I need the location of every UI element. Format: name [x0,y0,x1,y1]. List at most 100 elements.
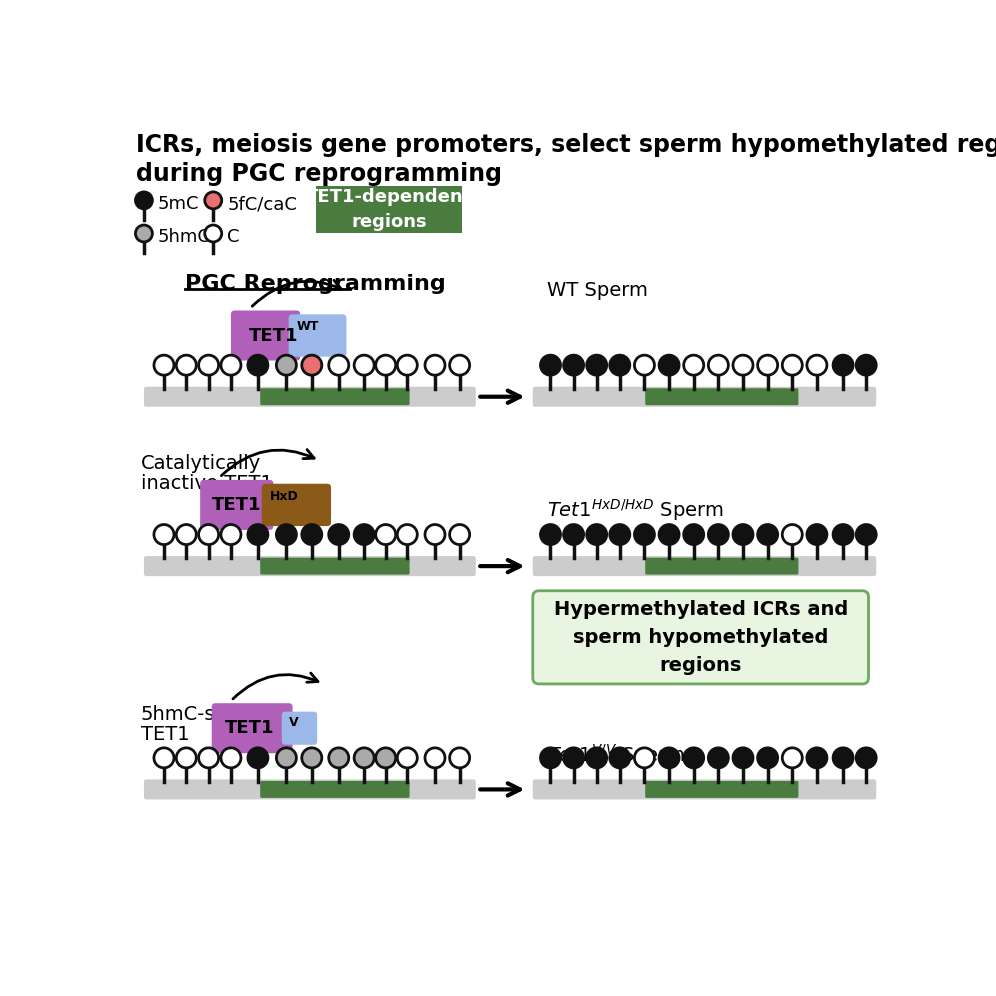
Text: V: V [289,716,299,729]
Circle shape [857,525,876,545]
Circle shape [659,748,679,768]
FancyBboxPatch shape [645,388,799,405]
Circle shape [176,356,196,375]
Text: TET1: TET1 [225,719,274,737]
Text: TET1-dependent
regions: TET1-dependent regions [306,188,472,231]
Circle shape [276,525,297,545]
Circle shape [248,525,268,545]
Circle shape [276,748,297,768]
FancyBboxPatch shape [144,556,476,576]
Circle shape [708,525,728,545]
Circle shape [634,748,654,768]
Circle shape [733,748,753,768]
Text: during PGC reprogramming: during PGC reprogramming [136,162,502,186]
Circle shape [205,192,222,209]
Circle shape [198,356,218,375]
Circle shape [782,356,803,375]
Circle shape [610,356,629,375]
Circle shape [564,525,584,545]
Circle shape [198,748,218,768]
FancyBboxPatch shape [282,712,317,745]
Circle shape [587,748,607,768]
Circle shape [659,356,679,375]
Text: $\it{Tet1}^{HxD/HxD}$ Sperm: $\it{Tet1}^{HxD/HxD}$ Sperm [547,497,724,523]
FancyBboxPatch shape [533,386,876,406]
Text: WT Sperm: WT Sperm [547,281,647,300]
Circle shape [564,356,584,375]
Circle shape [857,748,876,768]
Circle shape [833,748,854,768]
Circle shape [449,748,470,768]
Circle shape [221,525,241,545]
Circle shape [587,356,607,375]
Circle shape [564,748,584,768]
FancyBboxPatch shape [260,781,409,798]
FancyBboxPatch shape [231,311,300,361]
Circle shape [782,748,803,768]
Circle shape [782,525,803,545]
Circle shape [449,525,470,545]
Circle shape [302,748,322,768]
Circle shape [541,748,561,768]
Circle shape [375,748,395,768]
Circle shape [758,748,778,768]
Circle shape [248,748,268,768]
Circle shape [683,525,704,545]
FancyBboxPatch shape [200,480,273,530]
Circle shape [397,748,417,768]
Circle shape [634,525,654,545]
FancyBboxPatch shape [212,703,293,753]
Circle shape [276,356,297,375]
Circle shape [355,748,374,768]
Circle shape [833,356,854,375]
Circle shape [397,525,417,545]
Circle shape [587,525,607,545]
Circle shape [248,356,268,375]
FancyBboxPatch shape [289,315,347,357]
Circle shape [857,356,876,375]
Circle shape [397,356,417,375]
Text: 5fC/caC: 5fC/caC [227,195,297,213]
Circle shape [758,525,778,545]
Circle shape [541,356,561,375]
Text: HxD: HxD [270,490,298,503]
Text: $\it{Tet1}^{V/V}$ Sperm: $\it{Tet1}^{V/V}$ Sperm [547,742,685,768]
Circle shape [154,525,174,545]
Text: 5mC: 5mC [157,195,199,213]
Circle shape [659,525,679,545]
Circle shape [135,225,152,242]
Circle shape [425,356,445,375]
Circle shape [758,356,778,375]
FancyBboxPatch shape [260,388,409,405]
Text: TET1: TET1 [140,725,189,744]
Circle shape [302,525,322,545]
Text: C: C [227,228,240,246]
Circle shape [176,748,196,768]
Circle shape [610,525,629,545]
Text: 5hmC: 5hmC [157,228,211,246]
FancyBboxPatch shape [262,484,331,526]
Circle shape [221,748,241,768]
Circle shape [683,356,704,375]
Text: 5hmC-stalling: 5hmC-stalling [140,705,276,724]
FancyBboxPatch shape [645,781,799,798]
Text: TET1: TET1 [249,327,298,345]
Circle shape [541,525,561,545]
Circle shape [708,356,728,375]
Text: ICRs, meiosis gene promoters, select sperm hypomethylated regions: ICRs, meiosis gene promoters, select spe… [136,133,996,157]
Circle shape [733,356,753,375]
Circle shape [425,525,445,545]
FancyBboxPatch shape [645,558,799,575]
FancyBboxPatch shape [533,780,876,800]
Circle shape [198,525,218,545]
Text: PGC Reprogramming: PGC Reprogramming [184,274,445,294]
FancyBboxPatch shape [144,386,476,406]
Circle shape [329,525,349,545]
Circle shape [733,525,753,545]
Circle shape [375,525,395,545]
Text: TET1: TET1 [212,496,261,514]
Circle shape [807,525,827,545]
Circle shape [221,356,241,375]
Circle shape [154,748,174,768]
Circle shape [355,525,374,545]
